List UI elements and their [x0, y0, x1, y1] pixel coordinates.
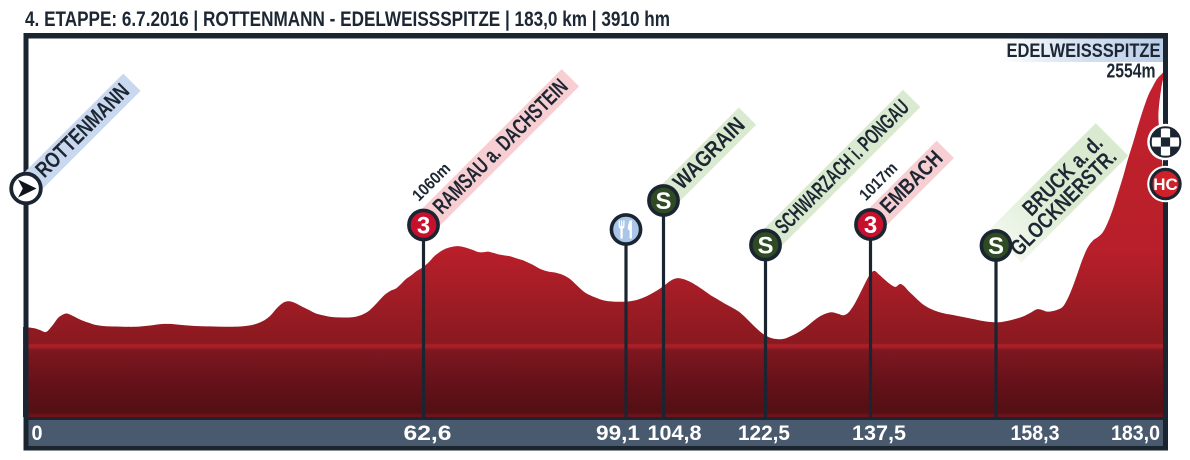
fork-knife-icon — [618, 220, 632, 239]
marker-stems — [421, 200, 998, 420]
climb-cat3-circle-embach — [854, 208, 887, 241]
axis-tick-labels: 0 62,6 99,1 104,8 122,5 137,5 158,3 183,0 — [32, 421, 1161, 445]
climb-cat3-number-ramsau: 3 — [417, 213, 430, 240]
label-band-wagrain — [654, 107, 757, 209]
finish-elevation: 2554m — [1107, 61, 1156, 83]
sprint-circle-schwarzach — [749, 228, 782, 262]
hc-label: HC — [1153, 175, 1178, 194]
start-line — [23, 33, 29, 451]
axis-bar — [28, 420, 1163, 446]
axis-tick-122-5: 122,5 — [738, 421, 790, 445]
fork-glyph — [618, 220, 625, 239]
flag-checker-tile — [1160, 146, 1171, 156]
label-band-bruck — [988, 123, 1129, 263]
axis-tick-62-6: 62,6 — [404, 421, 452, 445]
finish-line — [1163, 33, 1168, 451]
finish-label-band — [1002, 38, 1163, 62]
axis-tick-0: 0 — [32, 421, 43, 445]
start-arrow-icon — [18, 179, 37, 198]
marker-rottenmann: ROTTENMANN — [9, 73, 141, 206]
climb-cat3-number-embach: 3 — [864, 212, 877, 239]
sprint-circle-bruck — [979, 229, 1013, 262]
axis-tick-137-5: 137,5 — [852, 421, 906, 445]
waypoint-name-rottenmann: ROTTENMANN — [30, 78, 134, 182]
flag-checker-tile — [1151, 137, 1161, 147]
hc-climb-icon: HC — [1147, 165, 1184, 203]
flag-checker-tile — [1160, 128, 1171, 138]
waypoint-name-ramsau: RAMSAU a. DACHSTEIN — [428, 74, 573, 219]
label-band-schwarzach — [756, 89, 921, 254]
stem-wagrain — [661, 200, 666, 420]
stem-ramsau — [421, 225, 426, 420]
frame-top-line — [23, 33, 1168, 39]
climb-cat3-circle-ramsau — [407, 208, 440, 242]
axis-tick-158-3: 158,3 — [1011, 421, 1060, 445]
waypoint-name-wagrain: WAGRAIN — [668, 112, 750, 194]
sprint-s-wagrain: S — [655, 188, 671, 215]
finish-name: EDELWEISSSPITZE — [1007, 41, 1161, 62]
label-band-rottenmann — [17, 73, 141, 197]
stage-title: 4. ETAPPE: 6.7.2016 | ROTTENMANN - EDELW… — [25, 8, 670, 31]
axis-tick-104-8: 104,8 — [648, 421, 702, 445]
sprint-circle-wagrain — [647, 184, 680, 217]
finish-icons: HC — [1147, 123, 1184, 203]
stem-bruck — [994, 245, 998, 420]
sprint-s-schwarzach: S — [757, 233, 773, 260]
feedzone-circle — [609, 213, 643, 246]
sprint-s-bruck: S — [988, 233, 1004, 260]
label-band-embach — [861, 140, 954, 233]
stem-schwarzach — [763, 245, 768, 420]
distance-axis: 0 62,6 99,1 104,8 122,5 137,5 158,3 183,0 — [23, 417, 1168, 451]
axis-tick-99-1: 99,1 — [596, 421, 640, 445]
flag-checker-tile — [1170, 137, 1180, 147]
axis-tick-183-0: 183,0 — [1111, 421, 1160, 445]
knife-glyph — [627, 220, 632, 239]
finish-flag-disc — [1149, 126, 1182, 158]
stem-embach — [868, 224, 873, 420]
marker-feedzone — [609, 213, 643, 246]
label-band-ramsau — [414, 69, 580, 234]
finish-flag-icon — [1147, 123, 1184, 161]
hc-circle — [1149, 167, 1182, 201]
stem-feedzone — [624, 229, 628, 420]
elevation-profile-area — [23, 71, 1165, 418]
finish-label-group: EDELWEISSSPITZE 2554m — [1002, 38, 1163, 83]
